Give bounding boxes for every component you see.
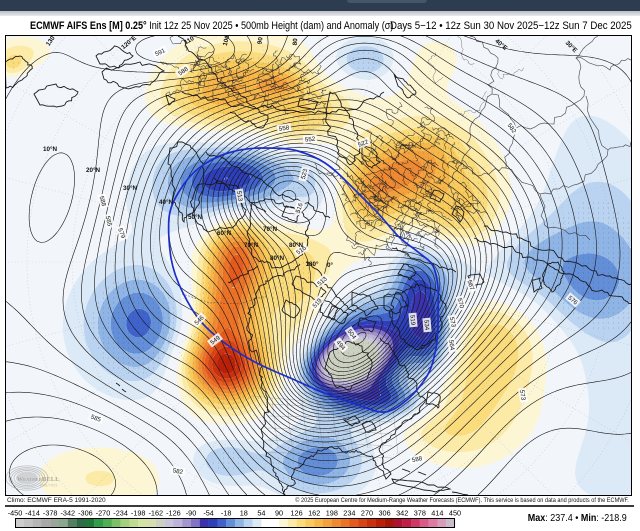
svg-text:573: 573 [518,389,527,401]
svg-text:579: 579 [116,227,126,240]
svg-text:110: 110 [183,35,196,46]
svg-text:552: 552 [305,136,316,144]
svg-text:-234: -234 [113,509,128,518]
svg-text:-90: -90 [186,509,197,518]
svg-text:90: 90 [275,509,283,518]
svg-text:564: 564 [447,339,455,351]
svg-text:378: 378 [414,509,426,518]
svg-text:516: 516 [295,202,305,215]
svg-text:20°N: 20°N [86,166,101,174]
svg-text:-198: -198 [131,509,146,518]
svg-text:70°N: 70°N [263,225,278,233]
svg-text:523: 523 [300,168,310,180]
svg-text:180°: 180° [305,260,319,268]
svg-text:54: 54 [257,509,265,518]
svg-text:-162: -162 [148,509,163,518]
svg-text:-414: -414 [25,509,40,518]
svg-text:-54: -54 [203,509,214,518]
svg-text:414: 414 [431,509,443,518]
svg-text:567: 567 [465,279,475,292]
svg-text:30°N: 30°N [123,184,138,192]
svg-text:306: 306 [379,509,391,518]
svg-text:90: 90 [256,36,264,45]
svg-text:198: 198 [326,509,338,518]
svg-text:126: 126 [291,509,303,518]
svg-text:588: 588 [411,455,423,464]
svg-text:80°N: 80°N [289,241,304,249]
svg-text:582: 582 [172,467,184,476]
svg-text:585: 585 [104,215,113,227]
svg-text:450: 450 [449,509,461,518]
svg-text:558: 558 [278,124,290,132]
svg-text:588: 588 [177,65,190,77]
svg-text:-18: -18 [221,509,232,518]
svg-text:-306: -306 [78,509,93,518]
svg-text:534: 534 [422,320,430,331]
svg-text:342: 342 [396,509,408,518]
svg-text:18: 18 [240,509,248,518]
svg-text:270: 270 [361,509,373,518]
svg-text:80: 80 [292,38,300,46]
svg-text:40°N: 40°N [159,198,174,206]
svg-text:582: 582 [506,122,518,135]
svg-text:60°N: 60°N [217,229,232,237]
svg-text:50°N: 50°N [188,213,203,221]
svg-text:513: 513 [235,190,244,202]
svg-text:ANALYTICS: ANALYTICS [40,484,57,488]
svg-text:234: 234 [343,509,355,518]
svg-text:585: 585 [90,414,103,424]
svg-text:-270: -270 [96,509,111,518]
svg-text:162: 162 [308,509,320,518]
svg-text:519: 519 [408,315,416,326]
svg-text:-126: -126 [166,509,181,518]
svg-text:70°N: 70°N [244,241,259,249]
svg-text:-342: -342 [60,509,75,518]
svg-text:591: 591 [154,47,167,58]
svg-text:504: 504 [346,328,358,341]
svg-text:0°: 0° [327,261,334,269]
svg-text:522: 522 [357,138,370,148]
svg-text:516: 516 [295,244,308,256]
svg-text:-378: -378 [43,509,58,518]
svg-text:WEATHERBELL: WEATHERBELL [17,476,60,483]
svg-text:10°N: 10°N [43,145,58,153]
svg-text:80°N: 80°N [270,254,285,262]
svg-text:588: 588 [98,195,108,207]
svg-text:-450: -450 [8,509,23,518]
svg-text:573: 573 [448,316,457,328]
svg-text:100: 100 [222,34,232,46]
svg-text:570: 570 [456,297,466,309]
